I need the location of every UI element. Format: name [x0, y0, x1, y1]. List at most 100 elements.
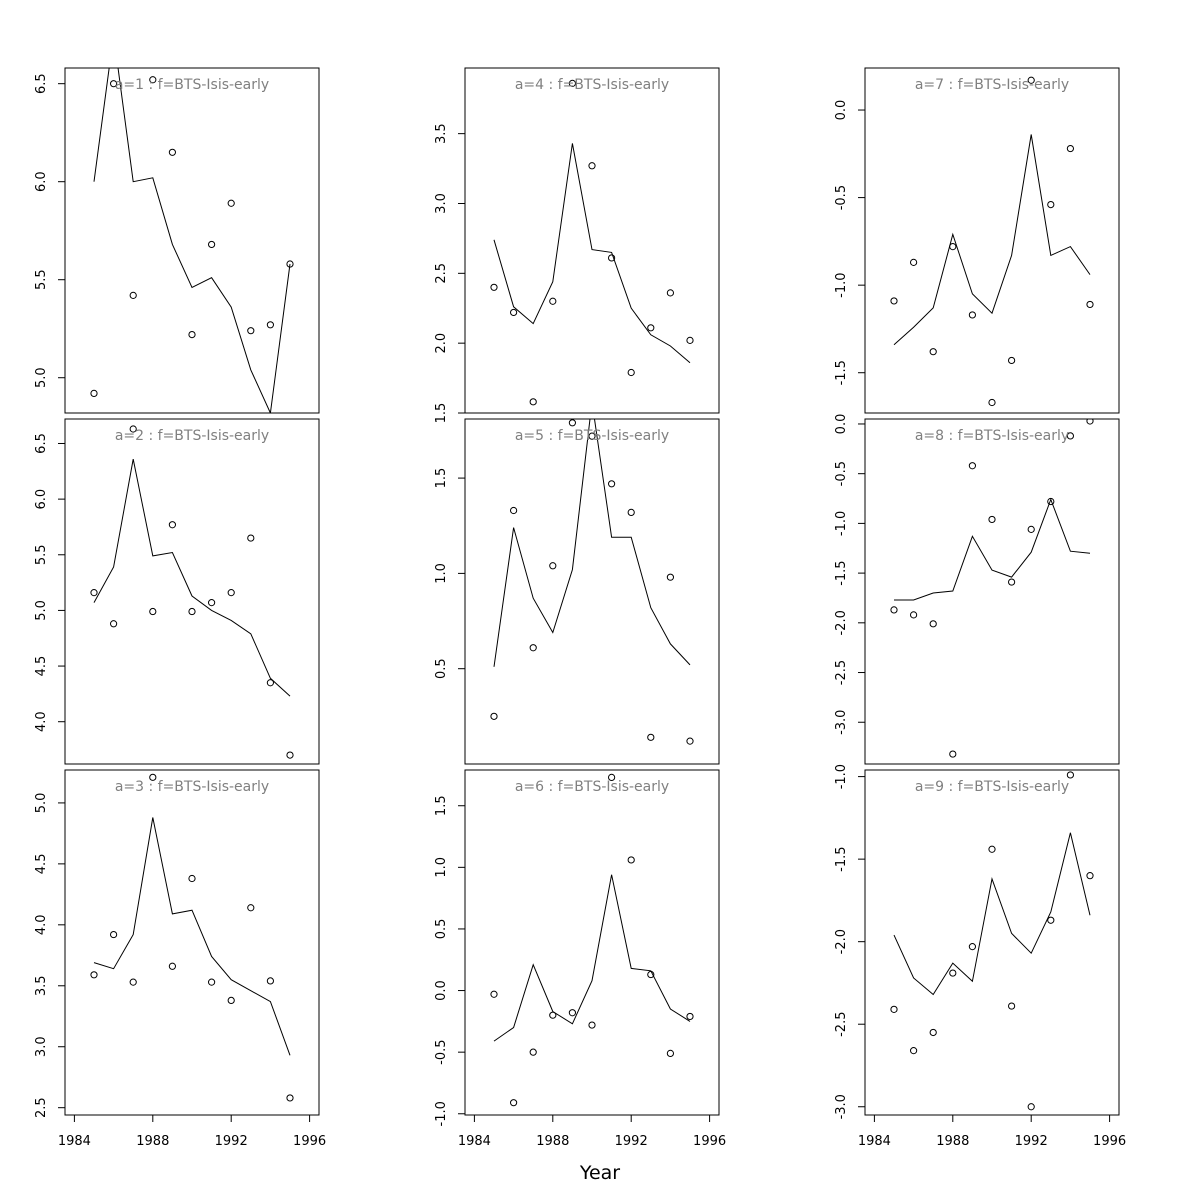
plot-area: [490, 773, 694, 1107]
x-tick-label: 1992: [215, 1134, 248, 1149]
observed-point: [968, 311, 977, 319]
observed-point: [227, 589, 235, 597]
y-tick-label: -1.0: [834, 272, 849, 297]
observed-point: [149, 773, 157, 781]
observed-point: [1086, 419, 1094, 425]
plot-area: [90, 773, 294, 1102]
observed-point: [647, 733, 655, 741]
observed-point: [608, 254, 616, 262]
panel-frame: [64, 769, 320, 1116]
fitted-line: [93, 68, 291, 413]
y-tick-label: 1.5: [434, 468, 449, 489]
fitted-line: [93, 459, 291, 697]
panel-title: a=8 : f=BTS-Isis-early: [915, 428, 1069, 444]
y-tick-label: 2.5: [34, 1097, 49, 1118]
y-tick-label: -2.0: [834, 929, 849, 954]
fitted-line: [493, 143, 691, 364]
panel-frame: [864, 418, 1120, 765]
observed-point: [1066, 144, 1075, 153]
observed-point: [890, 1005, 898, 1013]
panel-title: a=6 : f=BTS-Isis-early: [515, 779, 669, 795]
y-tick-label: 3.5: [434, 123, 449, 144]
y-tick-label: 5.0: [34, 367, 49, 388]
fitted-line: [893, 832, 1091, 996]
observed-point: [149, 607, 157, 616]
y-tick-label: -0.5: [834, 461, 849, 486]
x-tick-label: 1984: [458, 1134, 491, 1149]
observed-point: [266, 321, 274, 329]
panel-title: a=7 : f=BTS-Isis-early: [915, 77, 1069, 93]
observed-point: [627, 508, 635, 516]
plot-area: [90, 68, 294, 413]
plot-area: [890, 771, 1094, 1111]
plot-area: [490, 419, 694, 745]
observed-point: [1086, 300, 1094, 309]
observed-point: [188, 874, 196, 883]
y-tick-label: 5.0: [34, 600, 49, 621]
y-tick-label: -3.0: [834, 1094, 849, 1119]
observed-point: [929, 620, 937, 628]
observed-point: [247, 534, 255, 542]
y-tick-label: 2.5: [434, 263, 449, 284]
observed-point: [168, 148, 176, 156]
y-tick-label: 0.0: [434, 980, 449, 1001]
observed-point: [188, 607, 196, 616]
observed-point: [549, 297, 557, 305]
observed-point: [110, 620, 118, 628]
panel-2: 4.0 4.5 5.0 5.5 6.0 6.5 a=2 : f=BTS-Isis-early: [34, 418, 320, 765]
observed-point: [949, 750, 957, 758]
y-tick-label: 0.5: [434, 919, 449, 940]
y-tick-label: 0.5: [434, 658, 449, 679]
observed-point: [490, 990, 498, 998]
observed-point: [490, 283, 498, 291]
observed-point: [90, 589, 98, 597]
observed-point: [588, 432, 596, 440]
panel-title: a=1 : f=BTS-Isis-early: [115, 77, 269, 93]
observed-point: [1027, 525, 1035, 533]
y-tick-label: -0.5: [434, 1039, 449, 1064]
x-tick-label: 1984: [858, 1134, 891, 1149]
observed-point: [686, 336, 694, 344]
y-tick-label: -1.0: [834, 764, 849, 789]
observed-point: [90, 971, 98, 979]
panel-title: a=2 : f=BTS-Isis-early: [115, 428, 269, 444]
observed-point: [968, 943, 977, 951]
y-tick-label: 1.5: [434, 795, 449, 816]
observed-point: [129, 291, 137, 299]
y-tick-label: -2.5: [834, 660, 849, 685]
observed-point: [247, 904, 255, 912]
x-tick-label: 1996: [293, 1134, 326, 1149]
observed-point: [286, 260, 294, 268]
fitted-line: [93, 817, 291, 1056]
panel-frame: [864, 769, 1120, 1116]
y-tick-label: 6.5: [34, 73, 49, 94]
panel-1: 5.0 5.5 6.0 6.5 a=1 : f=BTS-Isis-early: [34, 67, 320, 414]
y-tick-label: 1.0: [434, 857, 449, 878]
y-tick-label: 4.0: [34, 711, 49, 732]
y-tick-label: 6.0: [34, 171, 49, 192]
panel-8: -3.0 -2.5 -2.0 -1.5 -1.0 -0.5 0.0 a=8 : f=BTS-I…: [834, 414, 1120, 765]
observed-point: [286, 751, 294, 759]
observed-point: [208, 978, 216, 986]
observed-point: [129, 425, 137, 433]
observed-point: [568, 79, 577, 87]
observed-point: [1047, 200, 1055, 209]
observed-point: [910, 1047, 918, 1055]
observed-point: [608, 480, 616, 488]
observed-point: [929, 1028, 937, 1037]
observed-point: [1066, 771, 1075, 779]
x-tick-label: 1988: [536, 1134, 569, 1149]
observed-point: [568, 419, 577, 427]
panel-frame: [64, 67, 320, 414]
observed-point: [1047, 497, 1055, 506]
observed-point: [890, 297, 898, 305]
fitted-line: [493, 874, 691, 1042]
y-tick-label: 1.0: [434, 563, 449, 584]
observed-point: [509, 1099, 518, 1107]
y-tick-label: 6.0: [34, 489, 49, 510]
observed-point: [529, 644, 537, 652]
observed-point: [588, 162, 596, 170]
y-tick-label: -1.0: [434, 1101, 449, 1126]
plot-area: [490, 79, 694, 406]
x-tick-label: 1996: [1093, 1134, 1126, 1149]
